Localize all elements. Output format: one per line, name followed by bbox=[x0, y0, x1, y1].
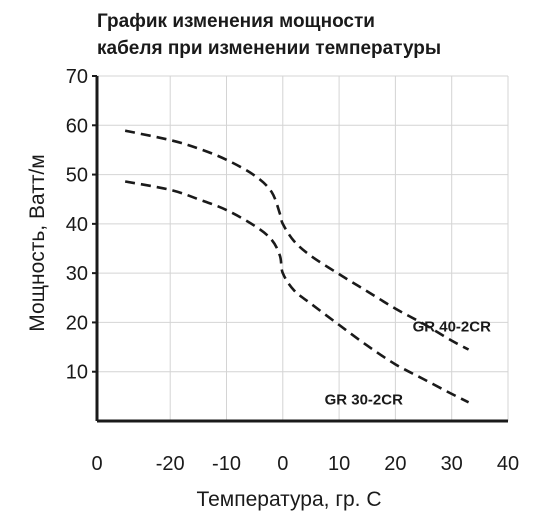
x-tick-label: 40 bbox=[497, 453, 519, 475]
y-axis-label: Мощность, Ватт/м bbox=[26, 154, 49, 331]
series-label: GR 40-2CR bbox=[413, 319, 492, 336]
chart-title-line-1: График изменения мощности bbox=[97, 11, 375, 32]
y-tick-label: 20 bbox=[66, 312, 88, 334]
series-group bbox=[124, 129, 470, 404]
x-tick-label: 20 bbox=[384, 453, 406, 475]
x-tick-label: 0 bbox=[91, 453, 102, 475]
tick-labels: 10 20 30 40 50 60 70 0 -20 -10 0 10 20 30 40 bbox=[66, 66, 519, 475]
y-tick-label: 10 bbox=[66, 362, 88, 384]
series-labels: GR 40-2CR GR 30-2CR bbox=[325, 319, 492, 409]
y-tick-label: 50 bbox=[66, 165, 88, 187]
axes bbox=[92, 75, 508, 423]
series-line bbox=[124, 129, 470, 351]
x-tick-label: 0 bbox=[277, 453, 288, 475]
series-line bbox=[124, 180, 470, 404]
x-tick-label: -10 bbox=[212, 453, 241, 475]
series-label: GR 30-2CR bbox=[325, 391, 404, 408]
y-tick-label: 60 bbox=[66, 115, 88, 137]
x-tick-label: 30 bbox=[441, 453, 463, 475]
y-tick-label: 30 bbox=[66, 263, 88, 285]
y-tick-label: 40 bbox=[66, 214, 88, 236]
x-tick-label: -20 bbox=[156, 453, 185, 475]
chart-title-line-2: кабеля при изменении температуры bbox=[97, 38, 441, 59]
x-tick-label: 10 bbox=[328, 453, 350, 475]
grid bbox=[97, 75, 509, 421]
y-tick-label: 70 bbox=[66, 66, 88, 88]
x-axis-label: Температура, гр. С bbox=[196, 488, 381, 511]
